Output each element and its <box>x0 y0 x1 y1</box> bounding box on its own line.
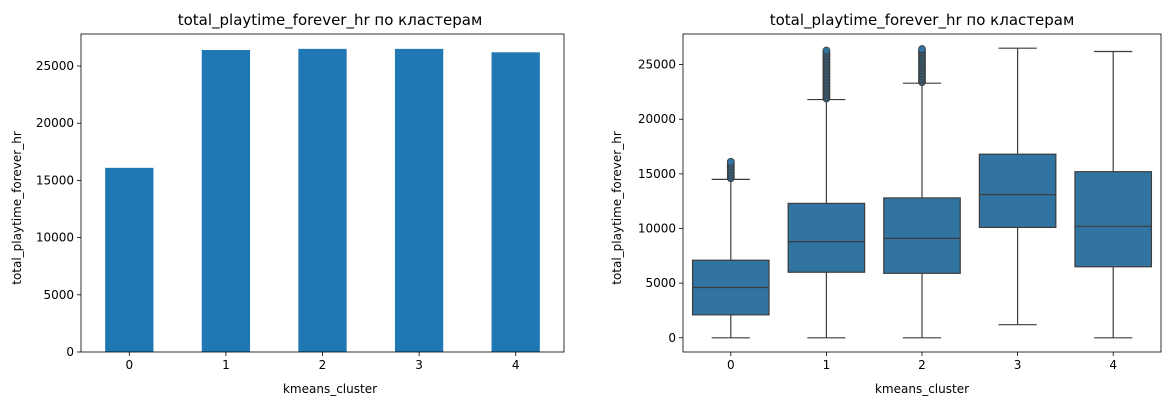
bar-chart-xlabel: kmeans_cluster <box>283 382 377 396</box>
bar-chart-panel: total_playtime_forever_hr по кластерам k… <box>10 11 565 396</box>
x-tick-label: 4 <box>512 358 520 372</box>
box-2 <box>883 197 961 274</box>
box-3 <box>978 153 1057 229</box>
y-tick-label: 0 <box>668 331 676 345</box>
y-tick-label: 15000 <box>638 167 676 181</box>
box-1 <box>787 202 866 273</box>
x-tick-label: 2 <box>918 358 926 372</box>
box-plot-title: total_playtime_forever_hr по кластерам <box>770 11 1075 30</box>
bar-1 <box>201 50 251 352</box>
bar-3 <box>394 48 444 352</box>
box-plot-panel: total_playtime_forever_hr по кластерам k… <box>610 11 1162 396</box>
bar-4 <box>491 52 540 353</box>
bar-chart-ylabel: total_playtime_forever_hr <box>10 131 24 285</box>
y-tick-label: 25000 <box>36 59 74 73</box>
y-tick-label: 5000 <box>645 276 676 290</box>
box-plot-xlabel: kmeans_cluster <box>875 382 969 396</box>
y-tick-label: 5000 <box>43 288 74 302</box>
y-tick-label: 10000 <box>638 222 676 236</box>
x-tick-label: 1 <box>823 358 831 372</box>
x-tick-label: 1 <box>222 358 230 372</box>
box-4 <box>1074 171 1153 268</box>
box-plot-frame <box>682 33 1162 353</box>
outlier-point <box>918 45 926 53</box>
y-tick-label: 20000 <box>638 112 676 126</box>
y-tick-label: 10000 <box>36 231 74 245</box>
y-tick-label: 0 <box>66 345 74 359</box>
x-tick-label: 3 <box>415 358 423 372</box>
y-tick-label: 20000 <box>36 116 74 130</box>
outlier-point <box>726 157 735 166</box>
y-tick-label: 15000 <box>36 173 74 187</box>
x-tick-label: 2 <box>319 358 327 372</box>
bar-chart-frame <box>80 33 565 353</box>
x-tick-label: 3 <box>1014 358 1022 372</box>
outlier-point <box>822 46 831 55</box>
bar-chart-title: total_playtime_forever_hr по кластерам <box>178 11 483 30</box>
bar-0 <box>105 167 154 352</box>
x-tick-label: 0 <box>727 358 735 372</box>
box-plot-ylabel: total_playtime_forever_hr <box>610 131 624 285</box>
x-tick-label: 0 <box>125 358 133 372</box>
bar-2 <box>298 48 347 352</box>
y-tick-label: 25000 <box>638 58 676 72</box>
x-tick-label: 4 <box>1109 358 1117 372</box>
